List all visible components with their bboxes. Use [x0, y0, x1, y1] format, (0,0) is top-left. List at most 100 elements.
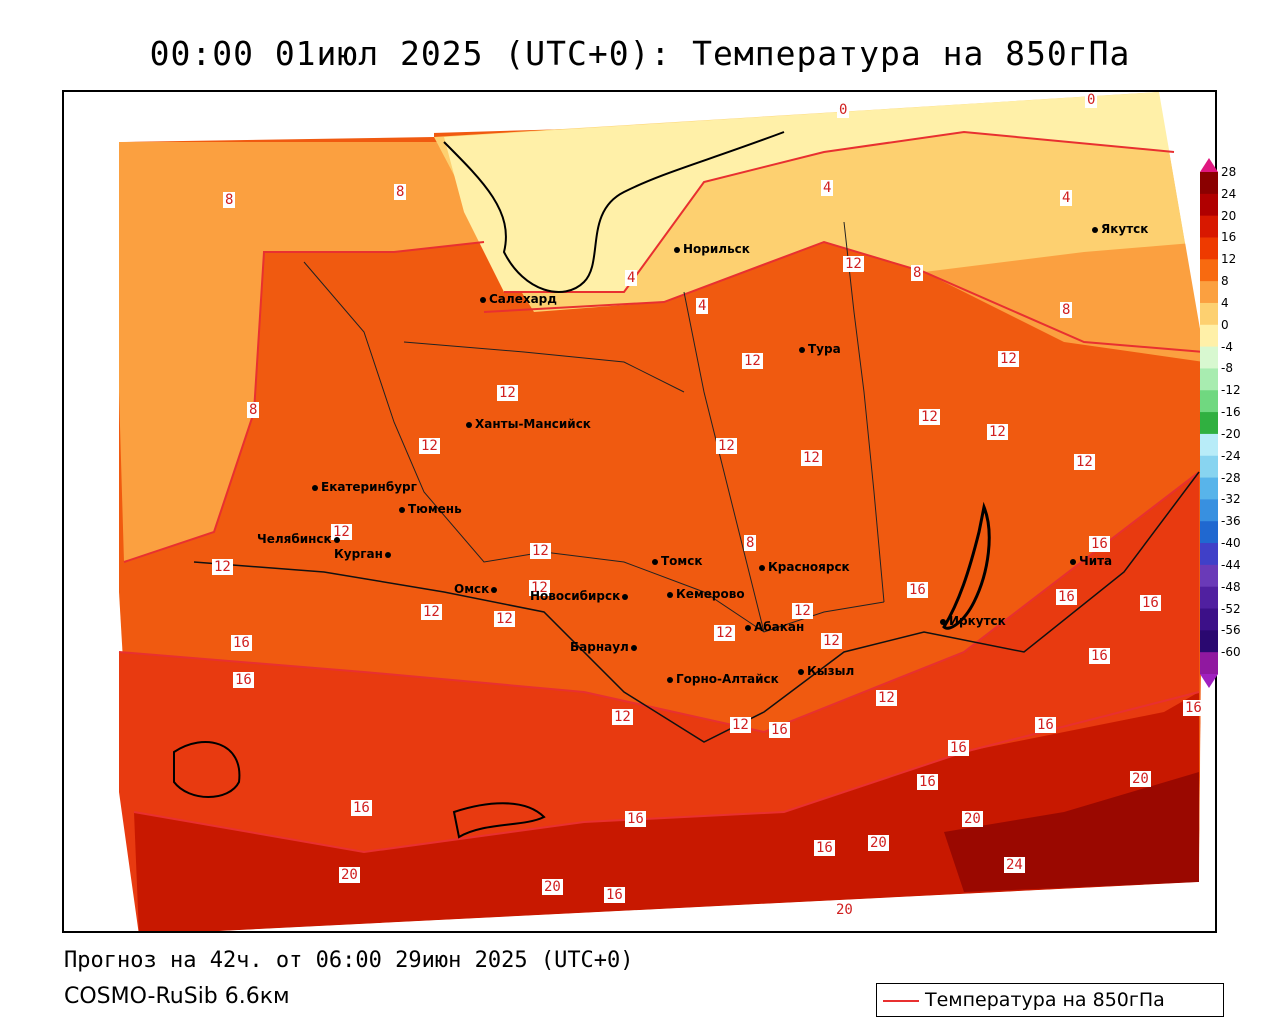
city-marker[interactable]: Омск	[454, 582, 500, 596]
city-marker[interactable]: Чита	[1070, 554, 1112, 568]
scale-tick-label: 12	[1221, 252, 1237, 267]
isoline-label: 12	[529, 580, 550, 596]
field-0-north	[444, 92, 1174, 292]
city-marker[interactable]: Челябинск	[257, 532, 343, 546]
city-dot-icon	[745, 624, 751, 631]
legend-label: Температура на 850гПа	[925, 989, 1165, 1011]
scale-swatch	[1200, 324, 1218, 348]
isoline-label: 16	[1140, 595, 1161, 611]
city-marker[interactable]: Абакан	[745, 620, 804, 634]
isoline-label: 20	[962, 811, 983, 827]
isoline-label: 12	[876, 690, 897, 706]
isoline-label: 4	[625, 270, 638, 286]
city-marker[interactable]: Тюмень	[399, 502, 462, 516]
isoline-label: 12	[530, 543, 551, 559]
scale-tick-label: -44	[1221, 557, 1241, 572]
isoline-label: 12	[792, 603, 813, 619]
city-marker[interactable]: Красноярск	[759, 560, 850, 574]
city-marker[interactable]: Тура	[799, 342, 841, 356]
city-marker[interactable]: Екатеринбург	[312, 480, 417, 494]
scale-swatch	[1200, 521, 1218, 544]
isoline-label: 12	[419, 438, 440, 454]
forecast-info: Прогноз на 42ч. от 06:00 29июн 2025 (UTC…	[64, 948, 634, 973]
city-marker[interactable]: Курган	[334, 547, 394, 561]
temperature-map	[64, 92, 1215, 931]
isoline-label: 20	[834, 902, 855, 918]
isoline-label: 8	[1060, 302, 1073, 318]
isoline-label: 20	[868, 835, 889, 851]
scale-swatch	[1200, 215, 1218, 238]
lake-baikal	[942, 501, 991, 630]
city-marker[interactable]: Иркутск	[940, 614, 1006, 628]
model-name: COSMO-RuSib 6.6км	[64, 984, 290, 1009]
isoline-label: 4	[821, 180, 834, 196]
color-scale: 28 24 20 16 12 8 4 0 -4 -8 -12 -16 -20 -24 -28 -32 -36 -4…	[1199, 158, 1259, 688]
city-marker[interactable]: Барнаул	[570, 640, 640, 654]
scale-tick-label: -56	[1221, 623, 1241, 638]
isoline-label: 12	[919, 409, 940, 425]
field-8-west	[119, 142, 484, 562]
scale-tick-label: 4	[1221, 295, 1229, 310]
map-title: 00:00 01июл 2025 (UTC+0): Температура на…	[149, 34, 1131, 73]
scale-tick-label: 16	[1221, 230, 1237, 245]
city-marker[interactable]: Новосибирск	[530, 589, 631, 603]
city-marker[interactable]: Ханты-Мансийск	[466, 417, 591, 431]
isoline-label: 12	[716, 438, 737, 454]
isotherm-line	[504, 130, 1175, 293]
city-dot-icon	[333, 536, 340, 543]
scale-tick-label: 20	[1221, 208, 1237, 223]
scale-tick-label: -12	[1221, 383, 1241, 398]
city-dot-icon	[674, 246, 680, 253]
scale-tick-label: -40	[1221, 536, 1241, 551]
scale-swatch	[1200, 368, 1218, 391]
isotherm-line	[133, 691, 1200, 854]
scale-tick-label: 28	[1221, 165, 1237, 179]
city-marker[interactable]: Норильск	[674, 242, 750, 256]
scale-swatch	[1200, 586, 1218, 610]
isoline-label: 16	[769, 722, 790, 738]
scale-swatch	[1200, 237, 1218, 260]
scale-tick-label: -8	[1221, 361, 1233, 376]
city-marker[interactable]: Горно-Алтайск	[667, 672, 779, 686]
city-dot-icon	[491, 586, 498, 593]
isoline-label: 16	[1089, 648, 1110, 664]
isoline-label: 12	[497, 385, 518, 401]
scale-tick-label: 24	[1221, 186, 1237, 201]
isoline-label: 0	[837, 102, 850, 118]
city-marker[interactable]: Кызыл	[798, 664, 854, 678]
isoline-label: 8	[394, 184, 407, 200]
isoline-label: 20	[339, 867, 360, 883]
city-dot-icon	[384, 551, 391, 558]
isoline-label: 12	[421, 604, 442, 620]
city-dot-icon	[759, 564, 765, 571]
isoline-label: 16	[917, 774, 938, 790]
isoline-label: 12	[843, 256, 864, 272]
isoline-label: 12	[821, 633, 842, 649]
isoline-label: 8	[223, 192, 236, 208]
city-marker[interactable]: Томск	[652, 554, 703, 568]
scale-swatch	[1200, 608, 1218, 631]
lake-balkhash	[452, 802, 546, 839]
admin-border	[403, 341, 685, 393]
scale-swatch	[1200, 543, 1218, 566]
map-area[interactable]: 0 0 4 4 8 8 8 8 8 4 4 12 12 12 12 12 12 …	[62, 90, 1217, 933]
scale-tick-label: -4	[1221, 339, 1233, 354]
isoline-label: 12	[1074, 454, 1095, 470]
outside-domain-left	[64, 92, 119, 931]
scale-swatch	[1200, 477, 1218, 500]
isoline-label: 8	[911, 265, 924, 281]
scale-tick-label: -48	[1221, 579, 1241, 594]
isoline-label: 4	[1060, 190, 1073, 206]
city-marker[interactable]: Кемерово	[667, 587, 745, 601]
city-marker[interactable]: Якутск	[1092, 222, 1148, 236]
scale-swatch	[1200, 390, 1218, 413]
isoline-label: 12	[801, 450, 822, 466]
city-marker[interactable]: Салехард	[480, 292, 557, 306]
scale-swatch	[1200, 281, 1218, 304]
city-dot-icon	[466, 421, 472, 428]
scale-tick-label: -20	[1221, 426, 1241, 441]
city-dot-icon	[622, 593, 629, 600]
legend-line-swatch	[883, 1000, 919, 1002]
isoline-label: 16	[907, 582, 928, 598]
scale-tick-label: -60	[1221, 645, 1241, 660]
